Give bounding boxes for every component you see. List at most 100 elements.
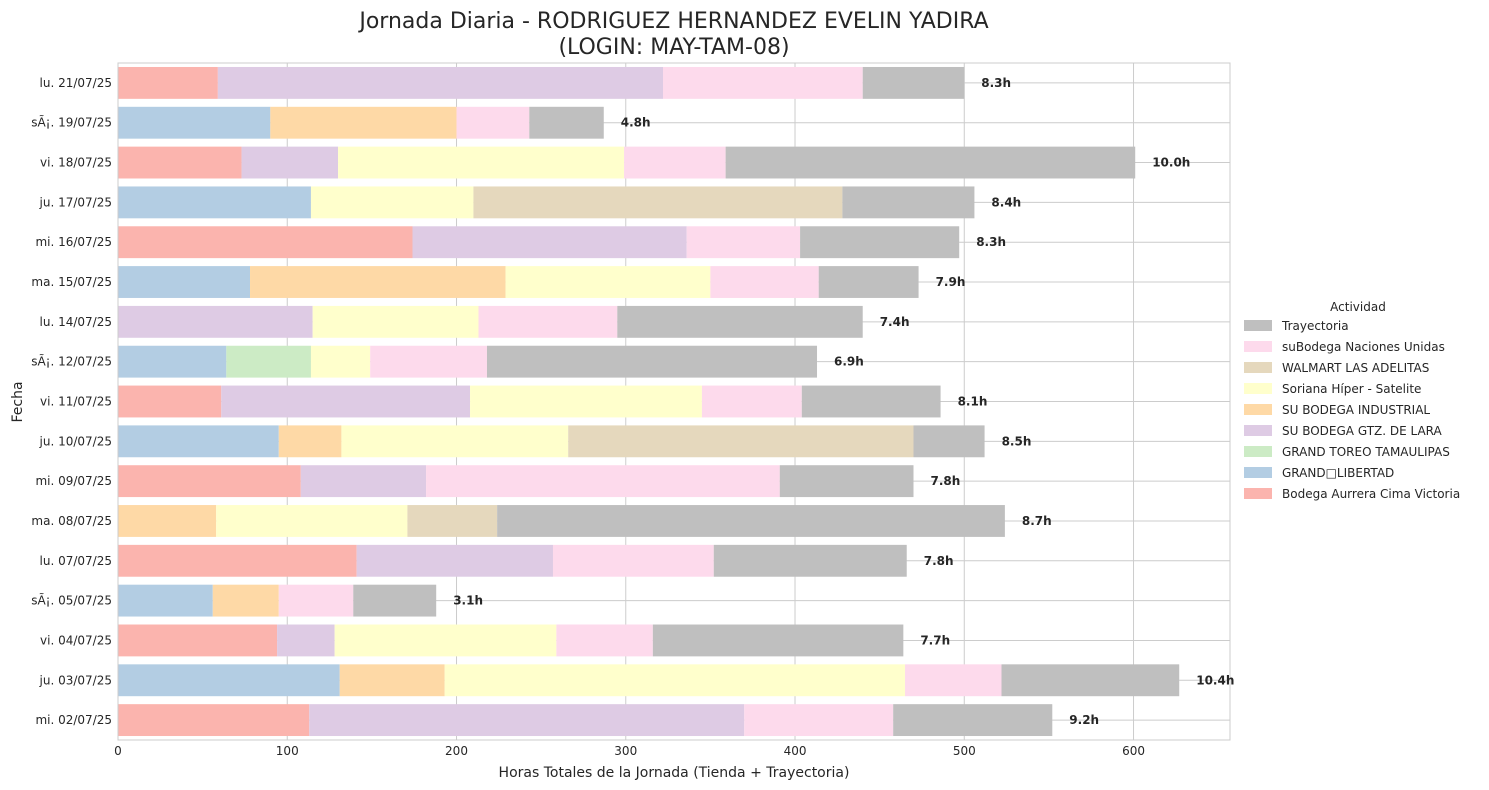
total-label: 7.7h: [920, 633, 950, 647]
bar-segment: [617, 305, 863, 338]
y-tick-label: mi. 16/07/25: [35, 235, 112, 249]
y-tick-label: mi. 09/07/25: [35, 474, 112, 488]
bar-segment: [338, 146, 625, 179]
legend-entry: suBodega Naciones Unidas: [1282, 340, 1445, 354]
bar-segment: [370, 345, 487, 378]
bar-segment: [652, 624, 904, 657]
bar-segment: [118, 704, 310, 737]
bar-segment: [701, 385, 802, 418]
bar-segment: [118, 146, 242, 179]
total-label: 8.4h: [991, 195, 1021, 209]
y-tick-label: ma. 08/07/25: [31, 514, 112, 528]
legend-swatch: [1244, 362, 1272, 373]
legend-swatch: [1244, 404, 1272, 415]
bar-segment: [624, 146, 726, 179]
bar-segment: [118, 465, 301, 498]
bar-segment: [217, 66, 663, 99]
bar-segment: [862, 66, 965, 99]
bar-segment: [118, 305, 313, 338]
x-tick-label: 400: [784, 744, 807, 758]
bar-segment: [334, 624, 557, 657]
bar-segment: [686, 226, 801, 259]
total-label: 7.8h: [930, 474, 960, 488]
bar-segment: [118, 66, 218, 99]
bar-segment: [118, 345, 227, 378]
bar-segment: [118, 505, 217, 537]
legend-entry: Trayectoria: [1281, 319, 1349, 333]
legend-entry: WALMART LAS ADELITAS: [1282, 361, 1429, 375]
bar-segment: [118, 186, 311, 219]
bar-segment: [529, 106, 604, 139]
x-tick-label: 500: [953, 744, 976, 758]
legend-entry: SU BODEGA GTZ. DE LARA: [1282, 424, 1443, 438]
legend-swatch: [1244, 383, 1272, 394]
bar-segment: [818, 266, 919, 298]
bar-segment: [497, 505, 1005, 537]
total-label: 10.0h: [1152, 156, 1190, 170]
total-label: 8.5h: [1002, 434, 1032, 448]
x-tick-label: 300: [614, 744, 637, 758]
bar-segment: [212, 584, 279, 617]
bar-segment: [801, 385, 941, 418]
y-tick-label: lu. 07/07/25: [40, 554, 112, 568]
bar-segment: [893, 704, 1053, 737]
legend: Actividad Trayectoria suBodega Naciones U…: [1244, 300, 1460, 501]
y-tick-label: ju. 17/07/25: [39, 195, 112, 209]
y-tick-label: ju. 10/07/25: [39, 434, 112, 448]
bar-segment: [118, 544, 357, 577]
bar-segment: [216, 505, 408, 537]
x-axis-label: Horas Totales de la Jornada (Tienda + Tr…: [499, 765, 850, 781]
bar-segment: [300, 465, 427, 498]
bar-segment: [270, 106, 457, 139]
bar-segment: [277, 624, 335, 657]
y-tick-label: lu. 14/07/25: [40, 315, 112, 329]
legend-swatch: [1244, 488, 1272, 499]
total-label: 7.8h: [924, 554, 954, 568]
y-tick-label: vi. 04/07/25: [40, 633, 112, 647]
bar-segment: [552, 544, 714, 577]
total-label: 8.7h: [1022, 514, 1052, 528]
x-tick-label: 600: [1122, 744, 1145, 758]
bar-segment: [444, 664, 906, 697]
bar-segment: [470, 385, 702, 418]
y-tick-label: sÃ¡. 19/07/25: [31, 115, 112, 130]
bar-segment: [456, 106, 530, 139]
bar-segment: [426, 465, 780, 498]
y-tick-label: mi. 02/07/25: [35, 713, 112, 727]
total-label: 10.4h: [1196, 673, 1234, 687]
bar-segment: [662, 66, 863, 99]
y-tick-label: sÃ¡. 12/07/25: [31, 354, 112, 369]
legend-entry: SU BODEGA INDUSTRIAL: [1282, 403, 1430, 417]
bar-segment: [250, 266, 506, 298]
bar-segment: [339, 664, 445, 697]
bar-segment: [118, 385, 222, 418]
y-tick-label: ju. 03/07/25: [39, 673, 112, 687]
bar-segment: [278, 425, 342, 458]
bar-segment: [744, 704, 894, 737]
x-tick-label: 100: [276, 744, 299, 758]
bar-segment: [118, 106, 271, 139]
bar-segment: [779, 465, 914, 498]
bar-segment: [118, 266, 251, 298]
bar-segment: [353, 584, 437, 617]
bar-segment: [412, 226, 687, 259]
total-label: 8.1h: [958, 395, 988, 409]
bar-segment: [310, 186, 474, 219]
bar-segment: [221, 385, 471, 418]
legend-swatch: [1244, 467, 1272, 478]
bars: [118, 66, 1180, 737]
bar-segment: [310, 345, 371, 378]
bar-segment: [505, 266, 711, 298]
y-tick-label: sÃ¡. 05/07/25: [31, 593, 112, 608]
bar-segment: [486, 345, 818, 378]
chart-subtitle: (LOGIN: MAY-TAM-08): [558, 35, 789, 60]
total-label: 6.9h: [834, 355, 864, 369]
legend-entry: Bodega Aurrera Cima Victoria: [1282, 487, 1460, 501]
bar-segment: [309, 704, 745, 737]
bar-segment: [118, 226, 413, 259]
total-label: 4.8h: [621, 116, 651, 130]
bar-segment: [278, 584, 354, 617]
bar-segment: [710, 266, 819, 298]
total-labels: 8.3h 4.8h 10.0h 8.4h 8.3h 7.9h 7.4h 6.9h 8.1h 8.5…: [453, 76, 1234, 727]
